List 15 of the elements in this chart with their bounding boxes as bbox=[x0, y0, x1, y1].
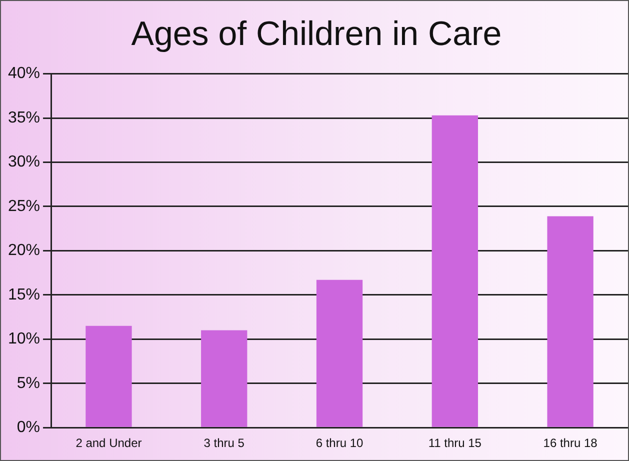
x-tick-label: 3 thru 5 bbox=[204, 436, 245, 450]
y-tick-label: 35% bbox=[8, 109, 40, 126]
x-tick-label: 11 thru 15 bbox=[428, 436, 482, 450]
x-tick-label: 16 thru 18 bbox=[543, 436, 598, 450]
chart-title: Ages of Children in Care bbox=[131, 14, 502, 53]
y-tick-label: 10% bbox=[8, 330, 40, 348]
y-tick-label: 25% bbox=[8, 198, 40, 215]
x-tick-label: 2 and Under bbox=[76, 436, 142, 450]
y-tick-label: 15% bbox=[8, 286, 40, 304]
y-tick-label: 30% bbox=[8, 154, 40, 171]
y-tick-label: 40% bbox=[8, 65, 40, 82]
y-tick-label: 20% bbox=[8, 242, 40, 260]
y-tick-label: 5% bbox=[16, 374, 40, 392]
x-tick-label: 6 thru 10 bbox=[316, 436, 364, 450]
y-tick-label: 0% bbox=[16, 419, 40, 436]
